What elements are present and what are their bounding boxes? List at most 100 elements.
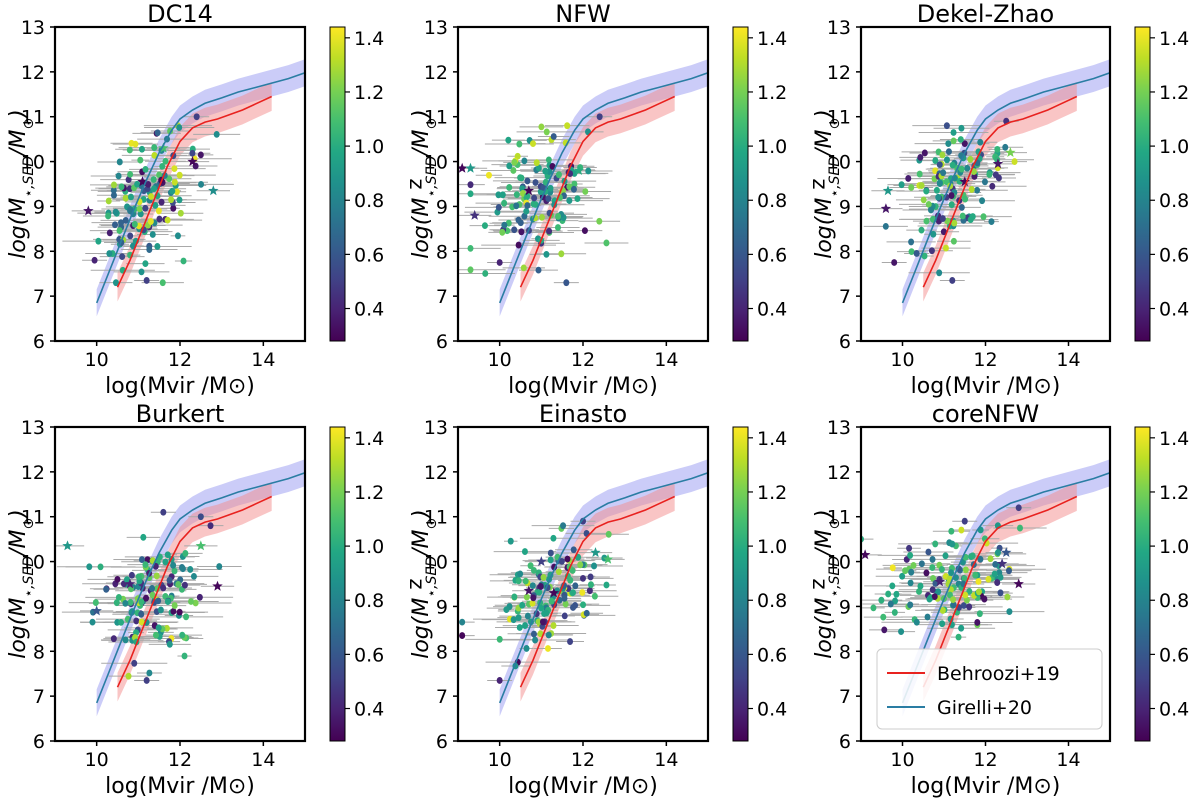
data-point: [974, 186, 981, 194]
data-point: [997, 589, 1004, 597]
x-tick-label: 12: [571, 749, 595, 771]
data-point: [929, 586, 936, 594]
data-point: [467, 266, 474, 274]
data-point: [535, 164, 542, 172]
y-tick-label: 6: [839, 731, 851, 753]
data-point: [143, 677, 150, 684]
data-point: [110, 635, 117, 643]
data-point: [140, 533, 147, 541]
data-point: [521, 157, 528, 165]
panel-title: Dekel-Zhao: [917, 0, 1054, 28]
panel-title: coreNFW: [932, 400, 1039, 428]
data-point: [517, 174, 524, 182]
data-point: [870, 604, 877, 612]
data-point: [548, 597, 555, 605]
data-point-star: [959, 176, 970, 187]
data-point: [513, 191, 520, 198]
data-point: [530, 140, 536, 148]
data-point: [913, 618, 920, 626]
data-point: [1004, 593, 1011, 601]
legend-label-behroozi: Behroozi+19: [937, 663, 1060, 685]
data-point: [948, 569, 955, 577]
data-point: [125, 176, 132, 184]
data-point: [949, 277, 956, 284]
data-point: [187, 566, 194, 573]
behroozi-curve: [519, 495, 676, 688]
y-axis-label: log(M⋆,SED/M⊙): [812, 109, 843, 259]
data-point: [889, 564, 896, 572]
x-tick-label: 14: [654, 349, 678, 371]
data-point: [176, 196, 183, 204]
data-point: [127, 193, 134, 201]
y-tick-label: 13: [827, 17, 851, 39]
data-point-star: [523, 585, 535, 596]
data-point: [181, 652, 188, 660]
data-point: [939, 215, 946, 222]
y-tick-label: 13: [424, 417, 448, 439]
data-point: [516, 140, 523, 148]
data-point: [153, 572, 160, 580]
y-tick-label: 8: [33, 241, 45, 263]
data-point: [127, 232, 134, 240]
data-point: [150, 176, 157, 183]
data-point: [554, 224, 561, 231]
data-point: [547, 556, 554, 564]
data-point: [523, 593, 530, 601]
data-point-star: [195, 540, 207, 551]
colorbar-tick-label: 1.2: [354, 482, 384, 504]
legend-label-girelli: Girelli+20: [937, 697, 1032, 719]
x-axis-label: log(Mvir /M⊙): [105, 374, 255, 399]
colorbar-tick-label: 0.4: [1159, 699, 1189, 721]
data-point: [571, 180, 578, 188]
x-tick-label: 12: [168, 349, 192, 371]
y-tick-label: 9: [33, 596, 45, 618]
data-point: [885, 590, 892, 598]
y-axis-label: log(M⋆,SED/M⊙): [409, 509, 440, 659]
data-point: [587, 581, 594, 589]
data-point: [994, 549, 1001, 556]
data-point: [154, 129, 161, 137]
colorbar-tick-label: 1.4: [757, 428, 787, 450]
data-point: [132, 140, 139, 148]
data-point: [179, 631, 186, 639]
data-point: [908, 238, 915, 246]
data-point: [176, 608, 183, 616]
data-point: [907, 579, 914, 587]
data-point: [116, 227, 123, 234]
data-point: [989, 182, 996, 190]
colorbar-tick-label: 1.4: [1159, 28, 1189, 50]
data-point: [173, 188, 180, 196]
data-point: [515, 216, 522, 224]
data-point: [138, 145, 145, 153]
y-tick-label: 11: [21, 107, 45, 129]
data-point: [519, 601, 526, 609]
data-point: [174, 232, 181, 240]
data-point: [522, 622, 529, 629]
data-point: [547, 549, 554, 557]
data-point: [603, 239, 610, 247]
y-tick-label: 9: [839, 196, 851, 218]
data-point: [524, 192, 531, 200]
data-point: [913, 250, 920, 257]
data-point: [152, 631, 159, 639]
data-point: [889, 582, 896, 590]
colorbar-tick-label: 0.4: [1159, 299, 1189, 321]
data-point: [171, 178, 178, 186]
data-point: [561, 594, 568, 602]
data-point: [113, 599, 120, 607]
data-point: [981, 178, 988, 186]
data-point: [155, 624, 162, 632]
colorbar-tick-label: 1.2: [1159, 82, 1189, 104]
data-point: [547, 184, 554, 192]
data-point: [507, 537, 514, 545]
panel-title: NFW: [555, 0, 611, 28]
data-point: [524, 612, 531, 620]
data-point: [530, 200, 537, 208]
data-point: [115, 172, 122, 180]
data-point: [1015, 504, 1022, 512]
y-tick-label: 8: [839, 641, 851, 663]
data-point: [164, 598, 171, 606]
plot-area: [458, 459, 708, 717]
data-point: [987, 555, 994, 563]
behroozi-curve: [116, 95, 273, 288]
